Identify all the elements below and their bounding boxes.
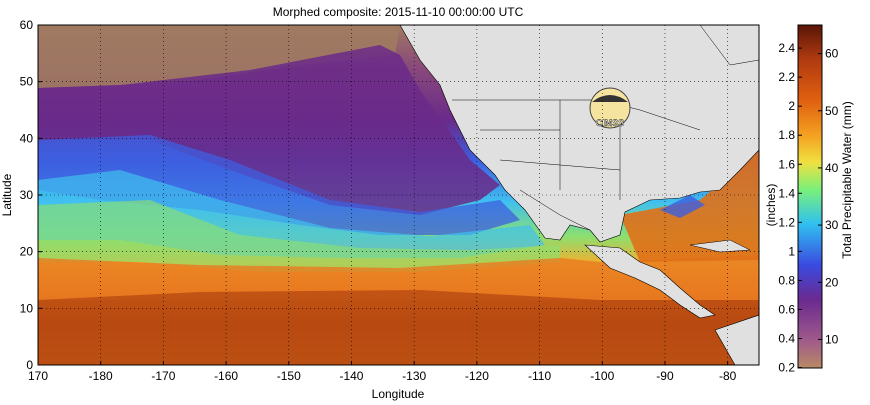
green-moisture-band	[38, 200, 560, 272]
south-america-land	[714, 314, 759, 365]
colorbar-inch-tick-label: 1.6	[778, 157, 795, 171]
colorbar-inch-tick-label: 1	[788, 244, 795, 258]
colorbar-mm-tick-label: 30	[825, 218, 839, 232]
colorbar-inch-tick-label: 2.4	[778, 41, 795, 55]
map-grid	[38, 25, 759, 365]
lon-tick-label: -120	[465, 369, 489, 383]
lon-tick-label: -140	[339, 369, 363, 383]
colorbar-inch-tick-label: 1.2	[778, 215, 795, 229]
lon-tick-label: -100	[590, 369, 614, 383]
lat-tick-label: 50	[20, 75, 34, 89]
lon-tick-label: -130	[402, 369, 426, 383]
colorbar-mm-tick-label: 50	[825, 104, 839, 118]
greenland-tip	[699, 25, 759, 66]
cimss-logo: CIMSS	[589, 87, 631, 129]
lon-tick-label: -160	[214, 369, 238, 383]
purple-moisture-band	[38, 45, 500, 215]
colorbar-inch-tick-label: 0.6	[778, 302, 795, 316]
colorbar-mm-ticks: 10 20 30 40 50 60	[818, 47, 839, 346]
colorbar-inch-tick-label: 0.4	[778, 332, 795, 346]
lat-tick-label: 10	[20, 301, 34, 315]
latitude-ticks: 0 10 20 30 40 50 60	[20, 18, 42, 372]
logo-text: CIMSS	[596, 118, 625, 128]
lon-tick-label: -150	[277, 369, 301, 383]
colorbar-mm-tick-label: 60	[825, 47, 839, 61]
colorbar-inch-tick-label: 2.2	[778, 70, 795, 84]
lon-tick-label: -80	[719, 369, 737, 383]
y-axis-label: Latitude	[0, 173, 14, 216]
colorbar-mm-tick-label: 10	[825, 332, 839, 346]
colorbar-inch-tick-label: 0.2	[778, 361, 795, 375]
caribbean-islands	[689, 239, 751, 253]
tropical-orange-band	[38, 255, 759, 300]
lon-tick-label: -170	[151, 369, 175, 383]
blue-moisture-band	[38, 135, 520, 235]
lon-tick-label: -90	[656, 369, 674, 383]
colorbar	[797, 24, 823, 369]
x-axis-label: Longitude	[372, 387, 425, 401]
colorbar-mm-label: Total Precipitable Water (mm)	[840, 101, 854, 259]
central-america-land	[584, 244, 716, 319]
colorbar-inch-tick-label: 0.8	[778, 273, 795, 287]
lon-tick-label: 170	[28, 369, 48, 383]
lat-tick-label: 30	[20, 188, 34, 202]
colorbar-inches-label: (inches)	[764, 184, 778, 227]
colorbar-mm-tick-label: 20	[825, 275, 839, 289]
colorbar-inch-ticks: 0.2 0.4 0.6 0.8 1 1.2 1.4 1.6 1.8 2 2.2 2.4	[778, 41, 802, 375]
lon-tick-label: -180	[89, 369, 113, 383]
north-dry-region	[38, 25, 400, 88]
lat-tick-label: 60	[20, 18, 34, 32]
longitude-ticks: 170 -180 -170 -160 -150 -140 -130 -120 -110 -100 -…	[28, 361, 737, 383]
colorbar-mm-tick-label: 40	[825, 161, 839, 175]
lat-tick-label: 0	[26, 358, 33, 372]
lat-tick-label: 20	[20, 245, 34, 259]
colorbar-inch-tick-label: 2	[788, 99, 795, 113]
lon-tick-label: -110	[528, 369, 551, 383]
colorbar-inch-tick-label: 1.8	[778, 128, 795, 142]
tropical-deep-band	[38, 290, 759, 365]
gulf-blue-plume	[660, 195, 705, 218]
colorbar-inch-tick-label: 1.4	[778, 186, 795, 200]
lat-tick-label: 40	[20, 131, 34, 145]
map-title: Morphed composite: 2015-11-10 00:00:00 U…	[273, 5, 524, 19]
